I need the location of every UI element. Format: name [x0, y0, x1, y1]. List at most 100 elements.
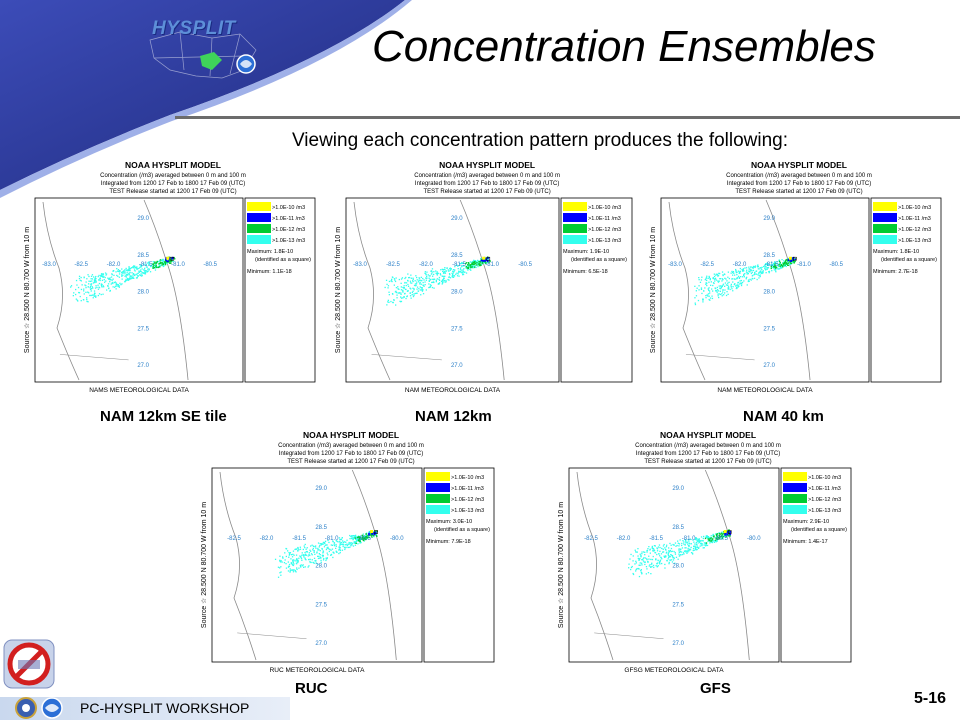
longitude-label: -82.0 [733, 262, 747, 268]
concentration-legend: >1.0E-10 /m3 >1.0E-11 /m3 >1.0E-12 /m3 >1.0… [783, 472, 847, 545]
map-frame [34, 197, 244, 383]
concentration-plume [70, 256, 176, 303]
concentration-plume [384, 256, 491, 306]
maximum-value: Maximum: 1.8E-10 [873, 249, 919, 255]
legend-label: >1.0E-10 /m3 [451, 475, 484, 481]
legend-label: >1.0E-11 /m3 [272, 216, 305, 222]
longitude-label: -82.5 [700, 262, 714, 268]
legend-swatch [563, 235, 587, 244]
latitude-label: 28.5 [672, 525, 684, 531]
hysplit-plot: NOAA HYSPLIT MODEL Concentration (/m3) av… [334, 160, 633, 394]
legend-label: >1.0E-13 /m3 [451, 508, 484, 514]
latitude-label: 27.5 [315, 602, 327, 608]
legend-label: >1.0E-11 /m3 [898, 216, 931, 222]
legend-swatch [247, 202, 271, 211]
plot-header-line: Concentration (/m3) averaged between 0 m… [278, 443, 424, 449]
page-number: 5-16 [913, 690, 946, 707]
longitude-label: -82.0 [419, 262, 433, 268]
longitude-label: -81.0 [325, 536, 339, 542]
source-marker [793, 256, 797, 261]
latitude-label: 29.0 [137, 216, 149, 222]
legend-swatch [873, 224, 897, 233]
legend-swatch [783, 472, 807, 481]
identified-note: (identified as a square) [434, 527, 490, 533]
latitude-label: 28.5 [763, 253, 775, 259]
identified-note: (identified as a square) [791, 527, 847, 533]
source-location-label: Source ☆ 28.500 N 80.700 W from 10 m [557, 502, 565, 628]
county-line [685, 354, 755, 361]
latitude-label: 27.0 [137, 363, 149, 369]
meteorological-data-label: NAMS METEOROLOGICAL DATA [89, 387, 189, 394]
longitude-label: -83.0 [42, 262, 56, 268]
longitude-label: -80.5 [357, 536, 371, 542]
east-coastline [143, 199, 189, 381]
legend-swatch [783, 494, 807, 503]
longitude-label: -82.5 [227, 536, 241, 542]
legend-swatch [563, 224, 587, 233]
latitude-label: 27.5 [451, 326, 463, 332]
plot-header-line: TEST Release started at 1200 17 Feb 09 (… [287, 459, 414, 465]
legend-swatch [426, 483, 450, 492]
plot-header-title: NOAA HYSPLIT MODEL [303, 430, 399, 440]
plot-header-line: Integrated from 1200 17 Feb to 1800 17 F… [101, 181, 245, 187]
plot-header-line: Integrated from 1200 17 Feb to 1800 17 F… [279, 451, 423, 457]
latitude-label: 28.0 [315, 564, 327, 570]
plot-header-line: Concentration (/m3) averaged between 0 m… [635, 443, 781, 449]
concentration-plume [628, 529, 732, 578]
plot-panel-gfs: NOAA HYSPLIT MODEL Concentration (/m3) av… [551, 428, 853, 674]
plot-header-title: NOAA HYSPLIT MODEL [660, 430, 756, 440]
plot-header-line: Integrated from 1200 17 Feb to 1800 17 F… [415, 181, 559, 187]
map-content: -82.5 -82.0 -81.5 -81.0 -80.5 -80.0 29.0 28.5 28… [576, 469, 761, 661]
legend-swatch [426, 494, 450, 503]
longitude-label: -80.5 [518, 262, 532, 268]
legend-swatch [563, 213, 587, 222]
legend-swatch [563, 202, 587, 211]
longitude-label: -81.5 [649, 536, 663, 542]
legend-label: >1.0E-10 /m3 [272, 205, 305, 211]
plot-header-line: Concentration (/m3) averaged between 0 m… [100, 173, 246, 179]
agency-seal-icons [15, 697, 63, 719]
identified-note: (identified as a square) [255, 257, 311, 263]
plot-header-title: NOAA HYSPLIT MODEL [439, 160, 535, 170]
legend-label: >1.0E-13 /m3 [808, 508, 841, 514]
concentration-legend: >1.0E-10 /m3 >1.0E-11 /m3 >1.0E-12 /m3 >1.0… [873, 202, 937, 275]
latitude-label: 27.0 [315, 641, 327, 647]
latitude-label: 28.5 [451, 253, 463, 259]
longitude-label: -80.5 [829, 262, 843, 268]
latitude-label: 28.0 [137, 290, 149, 296]
latitude-label: 27.0 [672, 641, 684, 647]
maximum-value: Maximum: 1.9E-10 [563, 249, 609, 255]
hysplit-plot: NOAA HYSPLIT MODEL Concentration (/m3) av… [557, 430, 852, 674]
hysplit-plot: NOAA HYSPLIT MODEL Concentration (/m3) av… [649, 160, 942, 394]
west-coastline [219, 471, 257, 661]
east-coastline [765, 199, 811, 381]
plot-panel-nam12km-se-tile: NOAA HYSPLIT MODEL Concentration (/m3) av… [17, 158, 317, 394]
latitude-label: 27.0 [763, 363, 775, 369]
plot-header-line: Integrated from 1200 17 Feb to 1800 17 F… [636, 451, 780, 457]
meteorological-data-label: NAM METEOROLOGICAL DATA [717, 387, 813, 394]
hysplit-plot: NOAA HYSPLIT MODEL Concentration (/m3) av… [23, 160, 316, 394]
legend-label: >1.0E-12 /m3 [808, 497, 841, 503]
source-location-label: Source ☆ 28.500 N 80.700 W from 10 m [200, 502, 208, 628]
map-frame [345, 197, 560, 383]
longitude-label: -83.0 [353, 262, 367, 268]
map-frame [211, 467, 423, 663]
minimum-value: Minimum: 7.9E-18 [426, 539, 471, 545]
panel-label-gfs: GFS [700, 680, 731, 697]
legend-label: >1.0E-12 /m3 [451, 497, 484, 503]
map-frame [660, 197, 870, 383]
latitude-label: 28.5 [315, 525, 327, 531]
source-location-label: Source ☆ 28.500 N 80.700 W from 10 m [23, 227, 31, 353]
legend-swatch [247, 224, 271, 233]
source-location-label: Source ☆ 28.500 N 80.700 W from 10 m [334, 227, 342, 353]
latitude-label: 29.0 [672, 486, 684, 492]
longitude-label: -82.5 [74, 262, 88, 268]
longitude-label: -81.0 [797, 262, 811, 268]
county-line [371, 354, 442, 361]
corner-decoration [0, 0, 412, 198]
latitude-label: 29.0 [763, 216, 775, 222]
plot-header-line: Concentration (/m3) averaged between 0 m… [726, 173, 872, 179]
longitude-label: -80.0 [747, 536, 761, 542]
legend-label: >1.0E-10 /m3 [588, 205, 621, 211]
maximum-value: Maximum: 1.8E-10 [247, 249, 293, 255]
